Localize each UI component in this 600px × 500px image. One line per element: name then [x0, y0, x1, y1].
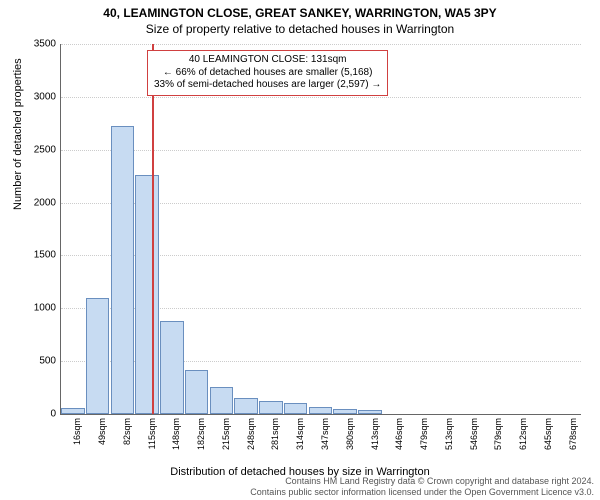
y-axis-label: Number of detached properties: [12, 58, 24, 210]
histogram-bar: [333, 409, 357, 414]
annotation-line: 33% of semi-detached houses are larger (…: [154, 79, 381, 92]
histogram-bar: [160, 321, 184, 414]
y-tick-label: 500: [28, 356, 56, 367]
y-tick-label: 3500: [28, 39, 56, 50]
annotation-box: 40 LEAMINGTON CLOSE: 131sqm ← 66% of det…: [147, 50, 388, 96]
plot-area: 40 LEAMINGTON CLOSE: 131sqm ← 66% of det…: [60, 44, 581, 415]
histogram-bar: [259, 401, 283, 414]
x-tick-label: 513sqm: [444, 418, 454, 458]
footer-attribution: Contains HM Land Registry data © Crown c…: [250, 476, 594, 498]
x-tick-label: 645sqm: [543, 418, 553, 458]
y-tick-label: 0: [28, 409, 56, 420]
x-tick-label: 314sqm: [295, 418, 305, 458]
x-tick-label: 82sqm: [122, 418, 132, 458]
footer-line: Contains public sector information licen…: [250, 487, 594, 498]
x-tick-label: 16sqm: [72, 418, 82, 458]
histogram-bar: [234, 398, 258, 414]
x-tick-label: 248sqm: [246, 418, 256, 458]
histogram-bar: [135, 175, 159, 414]
histogram-bar: [309, 407, 333, 414]
x-tick-label: 612sqm: [518, 418, 528, 458]
histogram-bar: [358, 410, 382, 414]
chart-container: 40, LEAMINGTON CLOSE, GREAT SANKEY, WARR…: [0, 0, 600, 500]
x-tick-label: 115sqm: [147, 418, 157, 458]
histogram-bar: [284, 403, 308, 414]
gridline: [61, 97, 581, 98]
page-title-line2: Size of property relative to detached ho…: [0, 20, 600, 36]
gridline: [61, 150, 581, 151]
x-tick-label: 347sqm: [320, 418, 330, 458]
x-tick-label: 281sqm: [270, 418, 280, 458]
x-tick-label: 380sqm: [345, 418, 355, 458]
page-title-line1: 40, LEAMINGTON CLOSE, GREAT SANKEY, WARR…: [0, 0, 600, 20]
reference-line: [152, 44, 154, 414]
x-tick-label: 446sqm: [394, 418, 404, 458]
x-tick-label: 579sqm: [493, 418, 503, 458]
x-tick-label: 546sqm: [469, 418, 479, 458]
x-tick-label: 182sqm: [196, 418, 206, 458]
x-tick-label: 413sqm: [370, 418, 380, 458]
x-tick-label: 148sqm: [171, 418, 181, 458]
histogram-bar: [111, 126, 135, 414]
histogram-bar: [210, 387, 234, 414]
histogram-bar: [185, 370, 209, 414]
y-tick-label: 3000: [28, 91, 56, 102]
annotation-line: 40 LEAMINGTON CLOSE: 131sqm: [154, 54, 381, 67]
histogram-bar: [86, 298, 110, 414]
y-tick-label: 1500: [28, 250, 56, 261]
gridline: [61, 44, 581, 45]
x-tick-label: 49sqm: [97, 418, 107, 458]
x-tick-label: 479sqm: [419, 418, 429, 458]
footer-line: Contains HM Land Registry data © Crown c…: [250, 476, 594, 487]
x-tick-label: 678sqm: [568, 418, 578, 458]
y-tick-label: 2000: [28, 197, 56, 208]
x-tick-label: 215sqm: [221, 418, 231, 458]
histogram-bar: [61, 408, 85, 414]
y-tick-label: 2500: [28, 144, 56, 155]
annotation-line: ← 66% of detached houses are smaller (5,…: [154, 67, 381, 80]
y-tick-label: 1000: [28, 303, 56, 314]
